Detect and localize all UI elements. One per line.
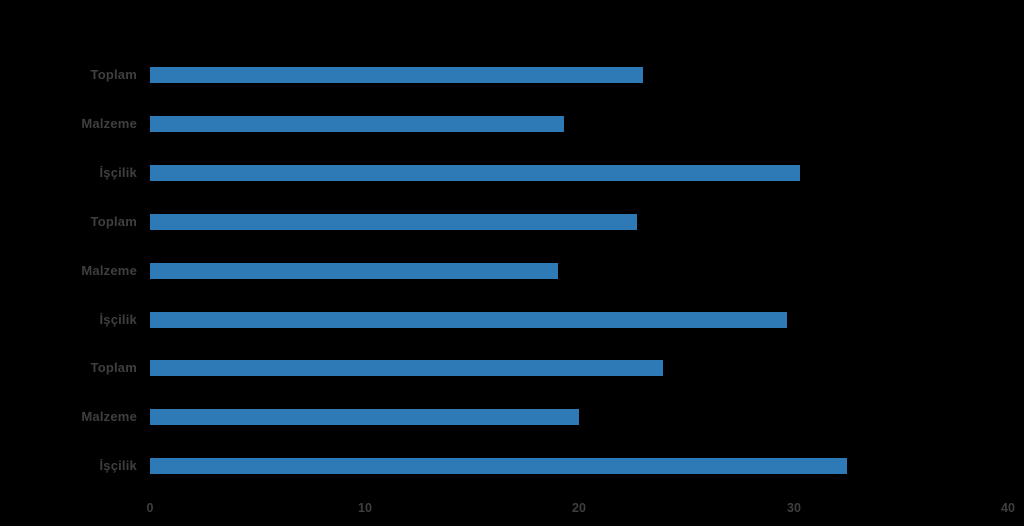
bar: [150, 67, 643, 83]
x-tick-label: 0: [146, 501, 154, 515]
x-tick-label: 40: [1001, 501, 1015, 515]
x-tick-label: 10: [358, 501, 372, 515]
category-label: Malzeme: [81, 263, 137, 278]
x-tick-label: 20: [572, 501, 586, 515]
bar-row: Toplam: [0, 212, 1024, 232]
category-label: Malzeme: [81, 116, 137, 131]
bar: [150, 312, 787, 328]
category-label: Toplam: [90, 360, 137, 375]
bar-row: Toplam: [0, 65, 1024, 85]
bar-row: Malzeme: [0, 407, 1024, 427]
bar-row: Malzeme: [0, 114, 1024, 134]
bar-row: İşçilik: [0, 310, 1024, 330]
bar: [150, 165, 800, 181]
bar-row: İşçilik: [0, 456, 1024, 476]
category-label: İşçilik: [99, 458, 137, 473]
bar: [150, 409, 579, 425]
bar-row: Toplam: [0, 358, 1024, 378]
bar: [150, 116, 564, 132]
bar-row: Malzeme: [0, 261, 1024, 281]
x-tick-label: 30: [787, 501, 801, 515]
category-label: İşçilik: [99, 312, 137, 327]
category-label: Malzeme: [81, 409, 137, 424]
bar: [150, 214, 637, 230]
category-label: Toplam: [90, 214, 137, 229]
category-label: İşçilik: [99, 165, 137, 180]
x-axis: 0 10 20 30 40: [0, 498, 1024, 518]
bar: [150, 458, 847, 474]
bar-row: İşçilik: [0, 163, 1024, 183]
bar: [150, 360, 663, 376]
category-label: Toplam: [90, 67, 137, 82]
bar: [150, 263, 558, 279]
